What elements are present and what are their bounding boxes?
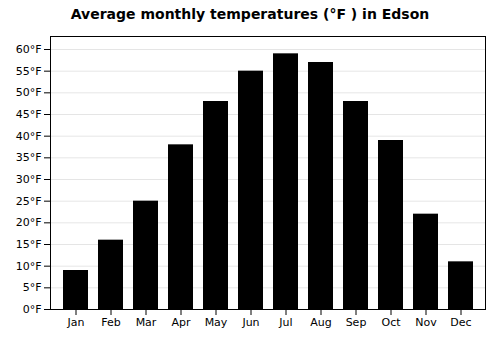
svg-text:Jun: Jun: [241, 316, 259, 329]
svg-text:Oct: Oct: [381, 316, 401, 329]
svg-text:55°F: 55°F: [16, 65, 42, 78]
svg-text:10°F: 10°F: [16, 260, 42, 273]
svg-text:40°F: 40°F: [16, 130, 42, 143]
svg-text:35°F: 35°F: [16, 151, 42, 164]
svg-text:60°F: 60°F: [16, 43, 42, 56]
svg-text:50°F: 50°F: [16, 86, 42, 99]
svg-text:0°F: 0°F: [23, 303, 42, 316]
svg-text:Dec: Dec: [450, 316, 471, 329]
svg-text:Feb: Feb: [101, 316, 120, 329]
svg-text:Jul: Jul: [278, 316, 292, 329]
svg-text:30°F: 30°F: [16, 173, 42, 186]
svg-text:5°F: 5°F: [23, 281, 42, 294]
svg-text:Nov: Nov: [415, 316, 437, 329]
svg-text:20°F: 20°F: [16, 216, 42, 229]
svg-text:Apr: Apr: [171, 316, 191, 329]
svg-text:May: May: [205, 316, 228, 329]
svg-text:Jan: Jan: [67, 316, 85, 329]
svg-text:Mar: Mar: [136, 316, 157, 329]
svg-text:25°F: 25°F: [16, 195, 42, 208]
svg-text:Sep: Sep: [346, 316, 367, 329]
svg-text:15°F: 15°F: [16, 238, 42, 251]
svg-text:Aug: Aug: [310, 316, 331, 329]
svg-text:45°F: 45°F: [16, 108, 42, 121]
html-text:Average monthly temperatures (: Average monthly temperatures (°F ) in Ed…: [70, 6, 430, 22]
